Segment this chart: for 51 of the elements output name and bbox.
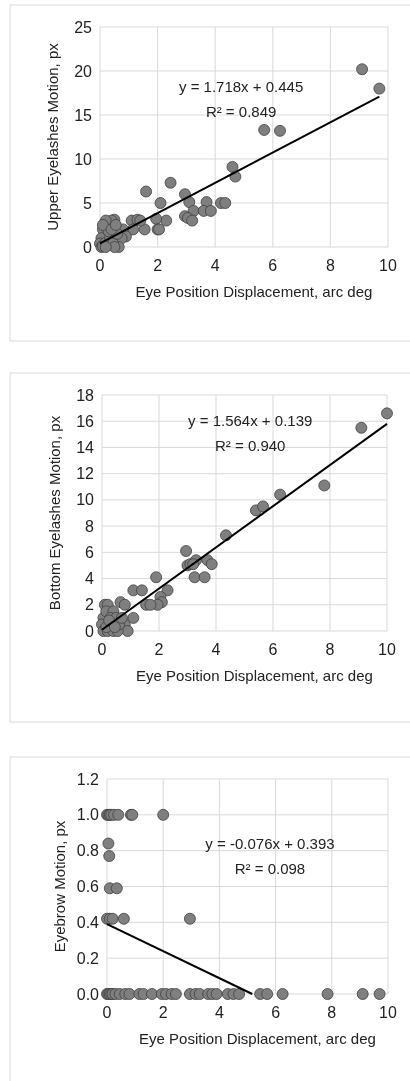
x-tick-label: 2	[153, 257, 163, 274]
y-axis-title: Eyebrow Motion, px	[51, 820, 68, 953]
x-tick-label: 2	[158, 1004, 168, 1021]
annotation: y = 1.718x + 0.445	[178, 77, 304, 95]
y-tick-label: 4	[85, 570, 95, 588]
x-axis-title: Eye Position Displacement, arc deg	[139, 1030, 376, 1047]
x-tick-label: 8	[325, 641, 335, 658]
y-tick-label: 0.4	[76, 913, 100, 931]
y-tick-label: 0.0	[76, 985, 100, 1003]
y-axis-title: Bottom Eyelashes Motion, px	[46, 415, 63, 611]
annotation: R² = 0.849	[205, 102, 277, 120]
y-tick-label: 18	[76, 386, 95, 404]
x-tick-label: 10	[379, 257, 397, 274]
y-tick-label: 0.8	[76, 842, 100, 860]
x-tick-label: 6	[268, 257, 278, 274]
y-tick-label: 25	[74, 18, 93, 36]
y-tick-label: 0	[83, 238, 93, 256]
x-tick-label: 10	[378, 641, 396, 658]
x-tick-label: 8	[327, 1004, 337, 1021]
x-tick-label: 4	[211, 641, 221, 658]
x-tick-label: 6	[268, 641, 278, 658]
y-tick-label: 8	[85, 517, 95, 535]
y-tick-label: 14	[76, 439, 95, 457]
y-tick-label: 12	[76, 465, 95, 483]
y-tick-label: 0.2	[76, 949, 100, 967]
y-tick-label: 5	[83, 194, 93, 212]
x-tick-label: 10	[379, 1004, 397, 1021]
y-tick-label: 6	[85, 543, 95, 561]
annotation: y = 1.564x + 0.139	[188, 412, 313, 430]
y-tick-label: 0.6	[76, 878, 100, 896]
x-axis-title: Eye Position Displacement, arc deg	[135, 283, 373, 300]
x-axis-title: Eye Position Displacement, arc deg	[136, 667, 373, 684]
annotation: R² = 0.098	[234, 859, 306, 877]
x-tick-label: 4	[214, 1004, 224, 1021]
y-axis-title: Upper Eyelashes Motion, px	[44, 42, 61, 231]
x-tick-label: 2	[154, 641, 164, 658]
y-tick-label: 15	[74, 106, 93, 124]
x-tick-label: 0	[102, 1004, 112, 1021]
y-tick-label: 2	[85, 596, 95, 614]
y-tick-label: 1.2	[76, 770, 100, 788]
y-tick-label: 0	[85, 622, 95, 640]
y-tick-label: 20	[74, 62, 93, 80]
x-tick-label: 8	[325, 257, 335, 274]
annotation: y = -0.076x + 0.393	[205, 834, 335, 852]
x-tick-label: 6	[271, 1004, 281, 1021]
y-tick-label: 10	[74, 150, 93, 168]
x-tick-label: 4	[210, 257, 220, 274]
y-tick-label: 10	[76, 491, 95, 509]
annotation: R² = 0.940	[214, 437, 286, 455]
y-tick-label: 1.0	[76, 806, 100, 824]
y-tick-label: 16	[76, 412, 95, 430]
